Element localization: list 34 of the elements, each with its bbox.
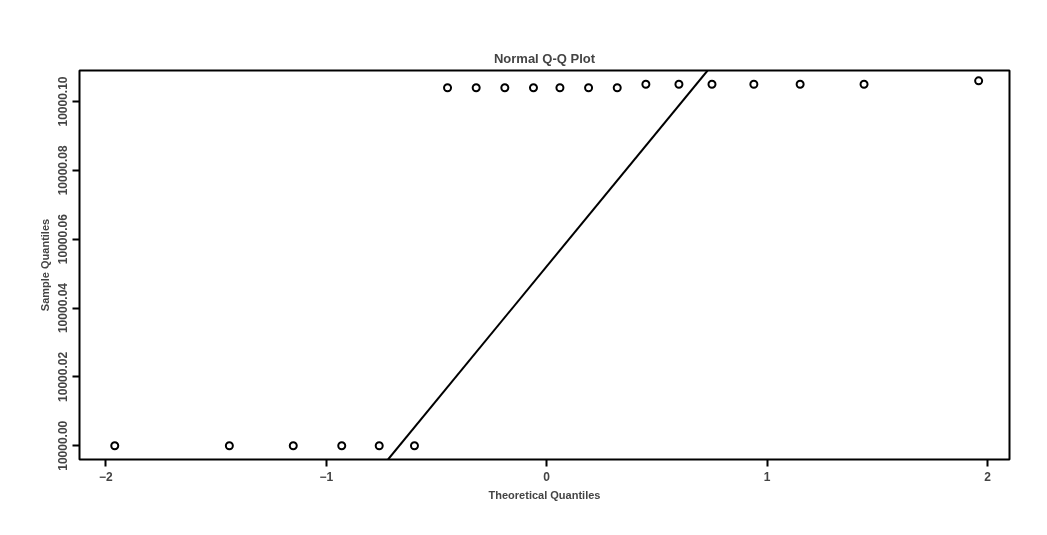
point [641,79,651,89]
point [443,83,453,93]
point [795,79,805,89]
point [471,83,481,93]
point [707,79,717,89]
point [749,79,759,89]
point [374,441,384,451]
x-tick-label: 0 [543,469,551,484]
y-tick-label: 10000.08 [56,144,71,196]
point [110,441,120,451]
x-tick-label: 2 [984,469,992,484]
point [674,79,684,89]
point [974,76,984,86]
point [859,79,869,89]
y-tick-label: 10000.02 [56,351,71,402]
point [528,83,538,93]
x-axis-title: Theoretical Quantiles [488,488,601,501]
point [584,83,594,93]
y-tick-label: 10000.04 [56,282,71,334]
point [224,441,234,451]
point [555,83,565,93]
chart-title: Normal Q-Q Plot [493,50,596,66]
y-tick-label: 10000.06 [56,213,71,265]
point [288,441,298,451]
y-tick-label: 10000.00 [56,420,71,471]
point [409,441,419,451]
y-tick-label: 10000.10 [56,76,71,127]
x-tick-label: −2 [99,469,114,484]
y-axis-title: Sample Quantiles [38,218,51,312]
point [337,441,347,451]
point [612,83,622,93]
point [500,83,510,93]
x-tick-label: −1 [319,469,334,484]
x-tick-label: 1 [763,469,771,484]
